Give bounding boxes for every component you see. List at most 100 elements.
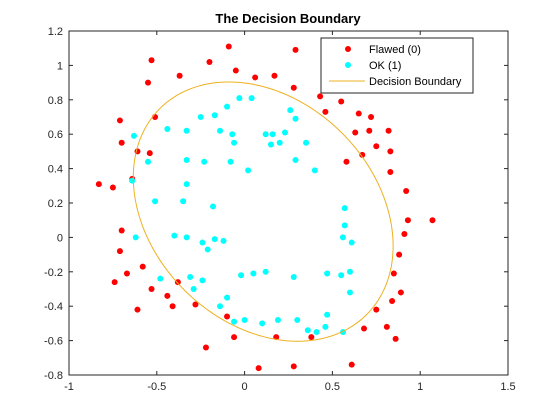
- data-point: [366, 127, 373, 134]
- data-point: [236, 95, 243, 102]
- data-point: [348, 361, 355, 368]
- data-point: [202, 344, 209, 351]
- data-point: [292, 115, 299, 122]
- data-point: [387, 148, 394, 155]
- data-point: [245, 167, 252, 174]
- data-point: [385, 127, 392, 134]
- data-point: [118, 227, 125, 234]
- data-point: [229, 131, 236, 138]
- data-point: [211, 236, 218, 243]
- data-point: [338, 272, 345, 279]
- x-tick-label: 1: [417, 381, 423, 393]
- data-point: [250, 270, 257, 277]
- data-point: [311, 167, 318, 174]
- series-1: [129, 95, 355, 335]
- data-point: [199, 239, 206, 246]
- data-point: [292, 46, 299, 53]
- y-tick-label: 0.4: [48, 164, 63, 176]
- data-point: [287, 107, 294, 114]
- data-point: [201, 158, 208, 165]
- y-tick-label: -0.4: [44, 301, 63, 313]
- legend-label: Decision Boundary: [369, 76, 462, 88]
- data-point: [231, 139, 238, 146]
- data-point: [274, 316, 281, 323]
- data-point: [232, 67, 239, 74]
- data-point: [324, 311, 331, 318]
- y-tick-label: 1.2: [48, 26, 63, 38]
- y-tick-label: -0.8: [44, 370, 63, 382]
- data-point: [176, 72, 183, 79]
- data-point: [227, 158, 234, 165]
- data-point: [341, 222, 348, 229]
- data-point: [152, 198, 159, 205]
- data-point: [225, 43, 232, 50]
- data-point: [262, 131, 269, 138]
- data-point: [359, 151, 366, 158]
- data-point: [304, 327, 311, 334]
- legend-marker: [345, 62, 351, 68]
- data-point: [204, 246, 211, 253]
- data-point: [322, 323, 329, 330]
- data-point: [352, 129, 359, 136]
- data-point: [183, 234, 190, 241]
- data-point: [383, 323, 390, 330]
- data-point: [211, 112, 218, 119]
- data-point: [276, 139, 283, 146]
- data-point: [171, 232, 178, 239]
- data-point: [164, 126, 171, 133]
- data-point: [346, 289, 353, 296]
- data-point: [241, 316, 248, 323]
- data-point: [373, 143, 380, 150]
- data-point: [231, 318, 238, 325]
- data-point: [343, 158, 350, 165]
- y-tick-label: 0: [57, 232, 63, 244]
- data-point: [303, 139, 310, 146]
- data-point: [403, 187, 410, 194]
- data-point: [146, 150, 153, 157]
- data-point: [401, 230, 408, 237]
- data-point: [118, 139, 125, 146]
- data-point: [183, 127, 190, 134]
- data-point: [134, 306, 141, 313]
- data-point: [262, 268, 269, 275]
- data-point: [281, 129, 288, 136]
- data-point: [130, 132, 137, 139]
- data-point: [192, 301, 199, 308]
- data-point: [132, 234, 139, 241]
- data-point: [269, 131, 276, 138]
- data-point: [252, 74, 259, 81]
- data-point: [139, 263, 146, 270]
- data-point: [339, 234, 346, 241]
- data-point: [217, 303, 224, 310]
- data-point: [238, 272, 245, 279]
- data-point: [95, 181, 102, 188]
- data-point: [338, 98, 345, 105]
- data-point: [390, 270, 397, 277]
- data-point: [174, 279, 181, 286]
- x-tick-label: -1: [64, 381, 74, 393]
- data-point: [129, 177, 136, 184]
- data-point: [187, 273, 194, 280]
- data-point: [145, 79, 152, 86]
- chart-title: The Decision Boundary: [215, 11, 361, 26]
- data-point: [294, 316, 301, 323]
- data-point: [392, 335, 399, 342]
- y-tick-label: 0.8: [48, 95, 63, 107]
- data-point: [183, 181, 190, 188]
- data-point: [248, 95, 255, 102]
- data-point: [348, 239, 355, 246]
- data-point: [313, 329, 320, 335]
- data-point: [290, 363, 297, 370]
- data-point: [259, 320, 266, 327]
- y-tick-label: -0.2: [44, 267, 63, 279]
- y-tick-label: -0.6: [44, 336, 63, 348]
- data-point: [346, 268, 353, 275]
- data-point: [116, 117, 123, 124]
- data-point: [396, 251, 403, 258]
- data-point: [224, 313, 231, 320]
- legend: Flawed (0) OK (1) Decision Boundary: [320, 37, 474, 94]
- data-point: [368, 114, 375, 120]
- data-point: [361, 325, 368, 332]
- data-point: [290, 84, 297, 91]
